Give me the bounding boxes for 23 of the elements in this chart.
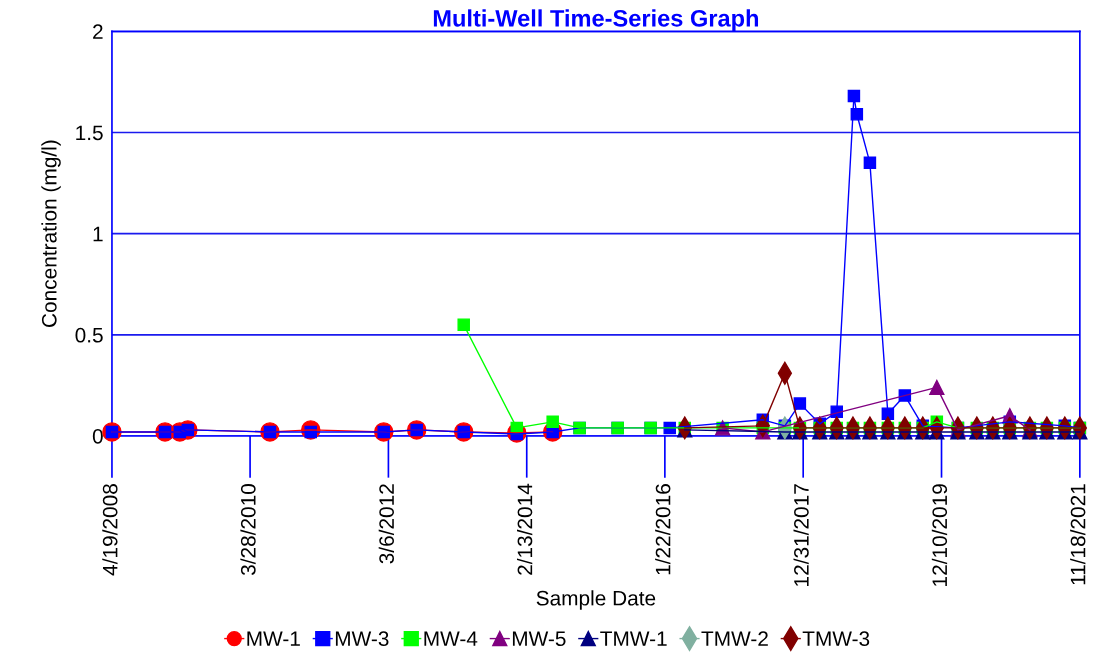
legend-label: MW-4 (424, 631, 478, 646)
x-tick-label: 12/10/2019 (931, 484, 948, 586)
y-tick-label: 0 (92, 428, 103, 444)
y-tick-label: 1.5 (76, 125, 103, 141)
legend-label: TMW-3 (802, 631, 870, 647)
x-tick-label: 3/28/2010 (240, 484, 256, 576)
x-axis-title: Sample Date (536, 590, 656, 610)
y-tick-label: 1 (93, 226, 103, 242)
y-tick-label: 0.5 (75, 327, 103, 343)
y-tick-label: 2 (93, 24, 103, 39)
legend-label: MW-5 (512, 631, 566, 647)
legend-label: TMW-1 (600, 631, 667, 646)
y-axis-title: Concentration (mg/l) (41, 140, 61, 327)
x-tick-label: 1/22/2016 (655, 484, 671, 575)
x-tick-label: 4/19/2008 (102, 484, 118, 576)
legend-label: TMW-2 (701, 631, 768, 646)
x-tick-label: 2/13/2014 (517, 483, 533, 575)
legend-label: MW-1 (247, 631, 300, 646)
x-tick-label: 12/31/2017 (793, 484, 809, 586)
x-tick-label: 3/6/2012 (378, 484, 394, 564)
x-tick-label: 11/18/2021 (1070, 484, 1086, 585)
legend-label: MW-3 (335, 631, 389, 647)
chart-title: Multi-Well Time-Series Graph (433, 9, 759, 32)
